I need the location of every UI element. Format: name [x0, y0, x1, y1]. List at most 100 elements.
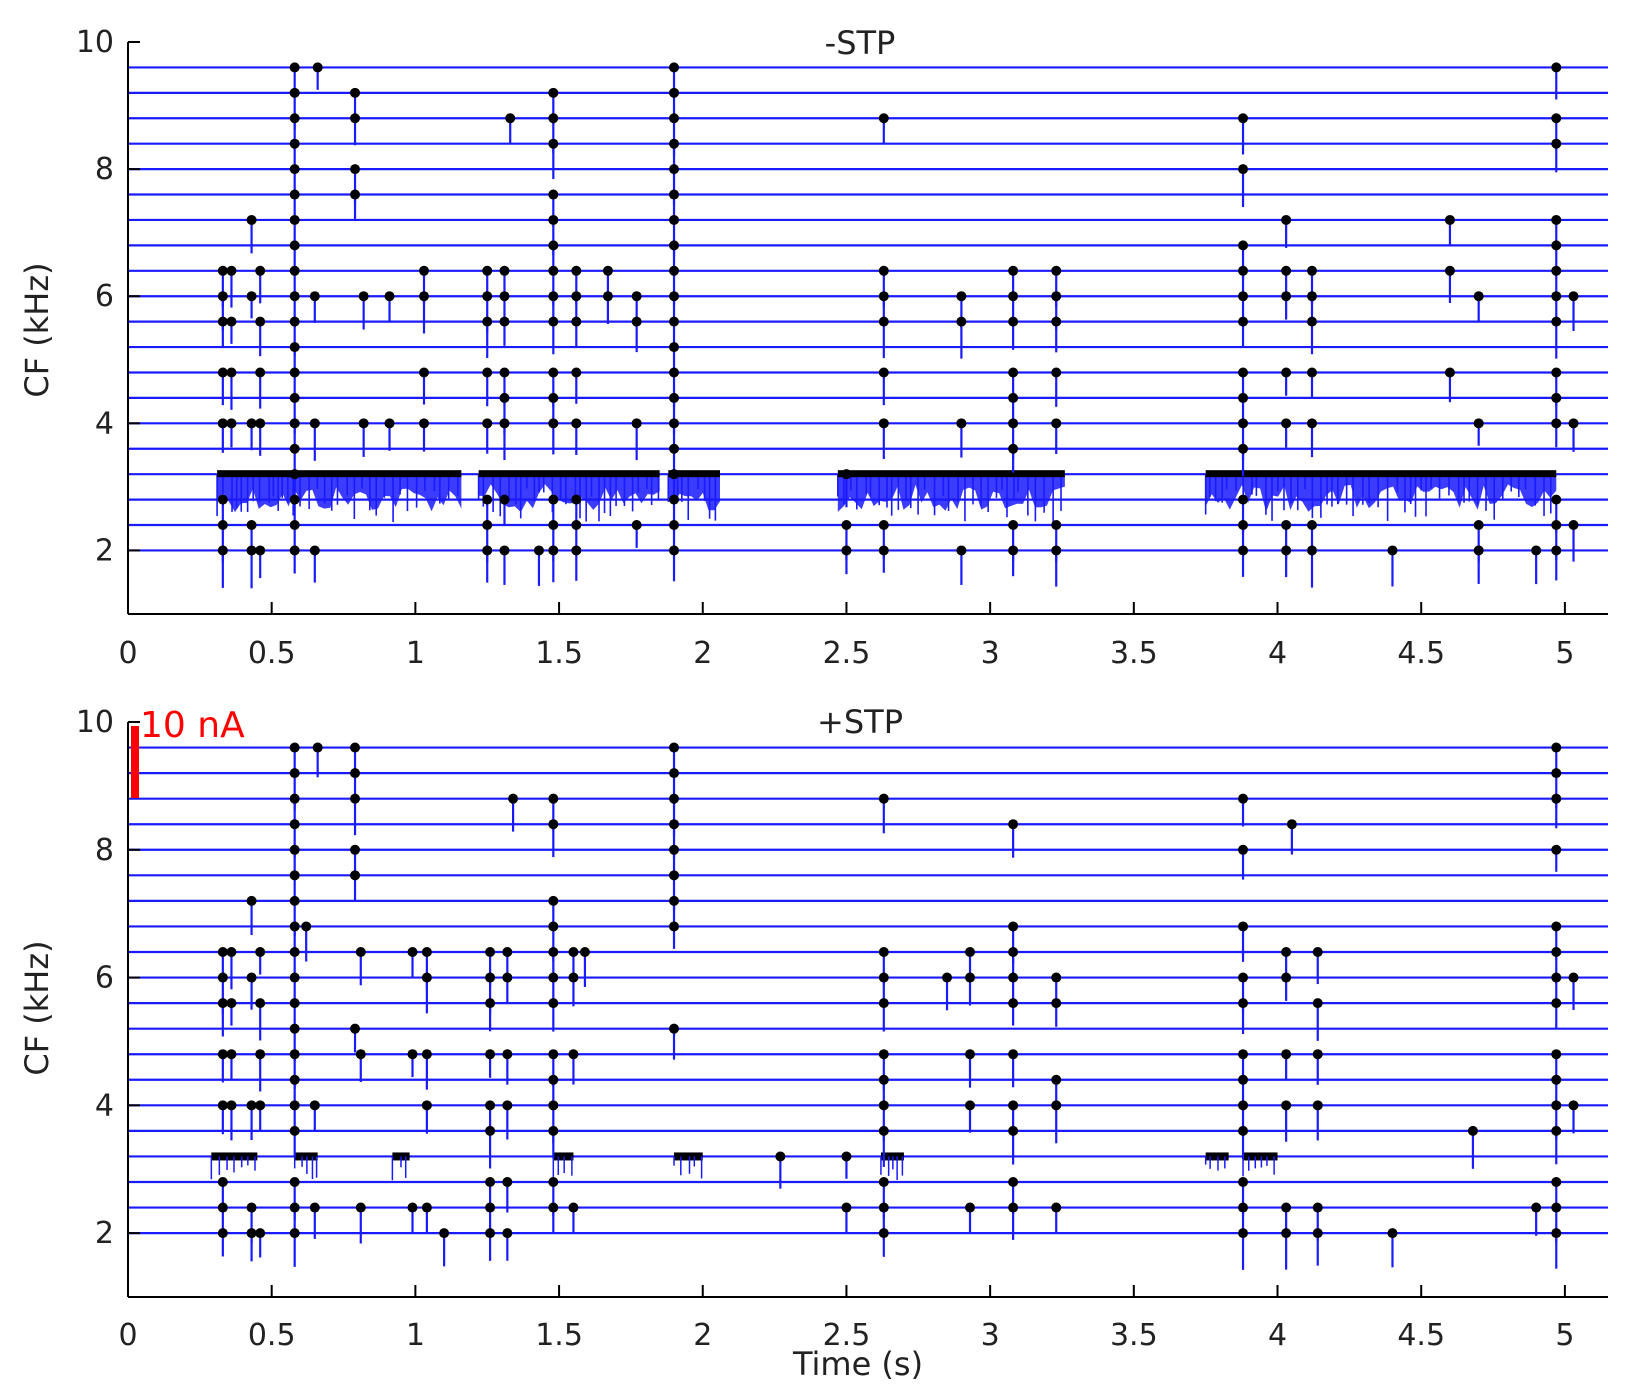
spike — [1307, 316, 1317, 355]
spike-marker — [1286, 819, 1297, 830]
spike-marker — [669, 768, 680, 779]
spike-marker — [669, 367, 680, 378]
spike-marker — [1238, 972, 1249, 983]
spike-marker — [1568, 1100, 1579, 1111]
spike — [255, 1049, 266, 1092]
spike-marker — [1551, 947, 1562, 957]
spike — [384, 291, 395, 322]
spike-marker — [384, 291, 395, 302]
spike — [226, 418, 237, 448]
spike-marker — [841, 1151, 852, 1162]
spike-marker — [289, 895, 300, 906]
spike-marker — [1473, 545, 1484, 556]
spike — [217, 998, 228, 1037]
spike — [289, 138, 300, 166]
spike-marker — [355, 1202, 366, 1213]
spike — [505, 113, 516, 144]
spike-marker — [548, 998, 559, 1009]
spike-marker — [419, 367, 429, 378]
spike-marker — [421, 972, 432, 983]
spike-marker — [548, 1049, 559, 1060]
spike-marker — [255, 947, 266, 957]
spike — [508, 793, 519, 832]
y-tick-label: 6 — [95, 961, 114, 996]
spike-marker — [358, 418, 369, 429]
spike-marker — [1051, 520, 1062, 531]
spike-marker — [669, 819, 680, 830]
spike-marker — [246, 1228, 257, 1239]
spike — [878, 367, 889, 406]
spike-marker — [775, 1151, 786, 1162]
x-tick-label: 3 — [981, 1318, 1000, 1353]
spike-marker — [289, 113, 300, 124]
spike-marker — [1312, 998, 1323, 1009]
spike-marker — [485, 972, 496, 983]
spike-marker — [878, 316, 889, 327]
spike-marker — [246, 418, 257, 429]
spike-marker — [499, 392, 510, 403]
spike — [499, 545, 510, 585]
spike-marker — [1387, 545, 1398, 556]
spike-marker — [965, 972, 976, 983]
spike — [548, 1125, 559, 1159]
burst — [293, 1152, 318, 1180]
x-tick-label: 4.5 — [1397, 636, 1445, 671]
spike-marker — [246, 1100, 257, 1111]
spike-marker — [289, 870, 300, 881]
spike-marker — [289, 87, 300, 98]
spike-marker — [1551, 138, 1562, 149]
spike — [1051, 1202, 1062, 1234]
burst-band — [478, 470, 660, 478]
spike-marker — [1008, 1100, 1019, 1111]
spike — [419, 291, 429, 334]
spike-marker — [669, 443, 680, 454]
spike-marker — [1312, 1049, 1323, 1060]
spike — [1551, 1228, 1562, 1269]
spike — [1551, 62, 1562, 100]
spike-marker — [956, 291, 967, 302]
spike-marker — [568, 947, 579, 957]
spike — [421, 972, 432, 1014]
spike — [548, 819, 559, 858]
spike-marker — [1307, 265, 1317, 276]
spike-marker — [1551, 1125, 1562, 1136]
spike-marker — [571, 520, 582, 531]
spike-marker — [669, 113, 680, 124]
spike-marker — [669, 291, 680, 302]
spike-marker — [226, 1100, 237, 1111]
spike — [1307, 545, 1317, 588]
spike-marker — [502, 947, 513, 957]
spike-marker — [1307, 418, 1317, 429]
spike — [1281, 291, 1292, 320]
spike-marker — [1238, 1100, 1249, 1111]
spike — [1008, 1202, 1019, 1240]
spike-marker — [1051, 1074, 1062, 1085]
spike — [407, 1049, 418, 1078]
spike — [1051, 367, 1062, 407]
spike-marker — [1008, 921, 1019, 932]
spike-marker — [350, 742, 361, 753]
burst-band — [553, 1152, 574, 1161]
spike — [482, 418, 493, 454]
scale-bar-line — [131, 726, 139, 798]
spike-marker — [878, 1074, 889, 1085]
spike-marker — [1551, 62, 1562, 73]
spike-marker — [669, 138, 680, 149]
spike-marker — [255, 1100, 266, 1111]
spike — [350, 113, 361, 146]
spike-marker — [568, 1049, 579, 1060]
spike-marker — [226, 265, 237, 276]
burst — [552, 1152, 574, 1179]
spike — [358, 291, 369, 330]
spike — [246, 972, 257, 1010]
spike-marker — [217, 1100, 228, 1111]
spike-marker — [289, 1125, 300, 1136]
spike-marker — [548, 1125, 559, 1136]
spike-marker — [548, 316, 559, 327]
spike — [1551, 972, 1562, 1001]
burst-band — [668, 470, 720, 478]
spike-marker — [878, 1049, 889, 1060]
spike — [246, 895, 257, 936]
spike — [669, 62, 680, 92]
spike — [841, 1151, 852, 1179]
